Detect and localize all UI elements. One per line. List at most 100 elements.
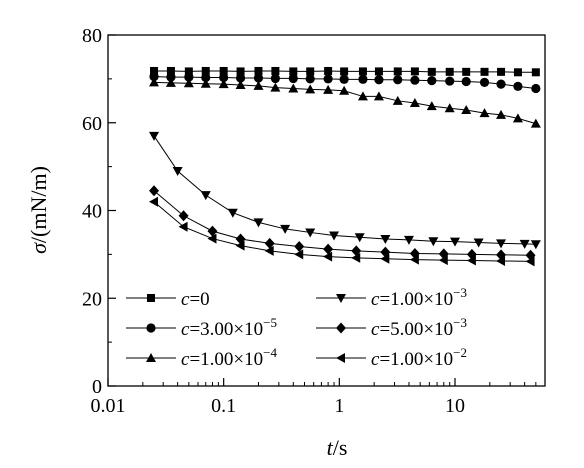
legend-label: c=1.00×10−2 <box>371 345 467 370</box>
data-point <box>354 233 365 243</box>
data-point <box>149 185 160 197</box>
data-point <box>530 240 541 250</box>
data-point <box>323 84 334 94</box>
legend-marker <box>146 353 156 362</box>
data-point <box>496 109 507 119</box>
data-point <box>305 228 316 238</box>
data-point <box>264 245 274 256</box>
y-tick-label: 20 <box>82 288 102 310</box>
legend-entry: c=0 <box>126 289 210 310</box>
data-point <box>403 235 414 245</box>
x-tick-label: 0.1 <box>211 395 236 417</box>
y-tick-label: 60 <box>82 113 102 135</box>
data-point <box>253 73 264 83</box>
data-point <box>235 80 246 90</box>
data-point <box>373 91 384 101</box>
data-point <box>306 67 315 76</box>
data-point <box>426 101 437 111</box>
legend-label: c=0 <box>181 289 210 310</box>
data-point <box>530 118 541 128</box>
data-point <box>393 75 403 85</box>
data-point <box>496 255 506 266</box>
legend-label: c=1.00×10−3 <box>371 285 467 310</box>
x-axis-title: t/s <box>327 435 348 460</box>
data-point <box>178 210 189 222</box>
plot-frame <box>107 34 546 387</box>
legend-marker <box>336 322 346 334</box>
data-point <box>462 67 471 76</box>
data-point <box>219 72 229 83</box>
data-point <box>235 73 246 83</box>
data-point <box>340 67 349 76</box>
data-point <box>184 67 193 76</box>
data-point <box>461 76 471 87</box>
data-point <box>473 238 484 248</box>
data-point <box>166 66 175 75</box>
data-point <box>235 240 245 251</box>
data-point <box>294 240 305 252</box>
data-point <box>149 131 160 141</box>
data-point <box>207 225 218 237</box>
y-tick-label: 40 <box>82 201 102 223</box>
x-axis: 0.01 0.1 1 10 <box>91 378 546 417</box>
data-point <box>236 67 245 76</box>
data-point <box>207 233 217 244</box>
data-point <box>380 235 391 245</box>
data-point <box>531 83 541 94</box>
data-point <box>149 72 159 82</box>
data-point <box>449 237 460 247</box>
data-point <box>438 255 448 266</box>
data-point <box>201 66 210 75</box>
data-point <box>513 81 523 91</box>
y-tick-label: 80 <box>82 25 102 47</box>
series-circle <box>149 72 541 94</box>
data-point <box>165 77 176 87</box>
data-point <box>497 67 506 76</box>
plot-border <box>107 34 546 387</box>
series-line <box>153 190 531 256</box>
data-point <box>519 239 530 249</box>
data-point <box>200 191 211 201</box>
data-point <box>410 67 419 76</box>
data-point <box>305 84 316 94</box>
legend-entry: c=1.00×10−4 <box>126 345 277 370</box>
data-point <box>219 66 228 75</box>
data-point <box>374 67 383 76</box>
data-point <box>253 218 264 228</box>
data-point <box>409 254 419 265</box>
legend-entry: c=5.00×10−3 <box>316 315 467 340</box>
legend-entry: c=3.00×10−5 <box>126 315 277 340</box>
data-point <box>288 73 298 84</box>
data-point <box>393 67 402 76</box>
data-point <box>183 78 194 88</box>
legend-marker <box>336 353 345 363</box>
data-point <box>339 74 349 84</box>
data-point <box>428 237 439 247</box>
legend-label: c=3.00×10−5 <box>181 315 277 340</box>
data-point <box>374 75 384 85</box>
data-point <box>253 80 264 90</box>
data-point <box>409 98 420 108</box>
data-point <box>496 79 506 89</box>
data-point <box>427 67 436 76</box>
data-point <box>201 72 211 83</box>
data-point <box>513 68 522 77</box>
legend-marker <box>146 323 156 333</box>
data-point <box>294 249 304 260</box>
data-point <box>271 66 280 75</box>
data-point <box>254 66 263 75</box>
data-point <box>288 83 299 93</box>
series-diamond <box>149 185 536 261</box>
legend-label: c=1.00×10−4 <box>181 345 277 370</box>
data-point <box>480 67 489 76</box>
data-point <box>444 103 455 113</box>
data-point <box>479 77 490 87</box>
series-layer <box>149 66 541 267</box>
data-point <box>270 73 280 84</box>
x-tick-label: 10 <box>445 395 465 417</box>
data-point <box>218 79 229 89</box>
x-tick-label: 1 <box>334 395 344 417</box>
data-point <box>410 75 420 85</box>
data-point <box>184 72 194 82</box>
